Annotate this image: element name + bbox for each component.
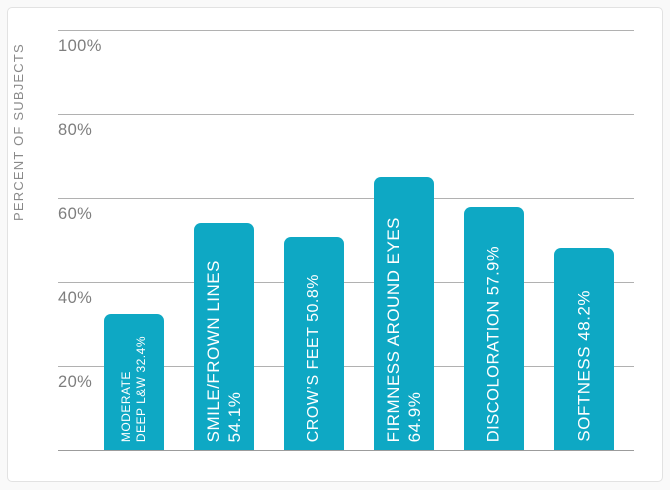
gridline-60 xyxy=(58,198,634,199)
y-tick-label-20: 20% xyxy=(58,373,93,391)
bar-firmness-around-eyes: FIRMNESS AROUND EYES 64.9% xyxy=(374,177,434,450)
bar-softness: SOFTNESS 48.2% xyxy=(554,247,614,450)
bar-crow-s-feet: CROW’S FEET 50.8% xyxy=(284,236,344,450)
y-tick-label-60: 60% xyxy=(58,205,93,223)
bar-label: SMILE/FROWN LINES 54.1% xyxy=(203,260,246,442)
bar-label-line: SOFTNESS 48.2% xyxy=(574,290,594,442)
y-tick-label-80: 80% xyxy=(58,121,93,139)
bar-discoloration: DISCOLORATION 57.9% xyxy=(464,206,524,450)
bar-label-line: 64.9% xyxy=(405,391,424,442)
bar-label-line: DEEP L&W 32.4% xyxy=(134,335,148,442)
bar-label-line: FIRMNESS AROUND EYES xyxy=(383,216,403,442)
bar-label-line: CROW’S FEET 50.8% xyxy=(305,273,322,442)
plot-area: 100% 80% 60% 40% 20% MODERATE DEEP L&W 32.4% SM… xyxy=(58,30,634,451)
bar-label: DISCOLORATION 57.9% xyxy=(484,246,505,442)
gridline-80 xyxy=(58,114,634,115)
gridline-100 xyxy=(58,30,634,31)
y-axis-title: PERCENT OF SUBJECTS xyxy=(11,43,26,221)
gridline-20 xyxy=(58,366,634,367)
bar-label: FIRMNESS AROUND EYES 64.9% xyxy=(383,217,426,442)
bar-label-line: SMILE/FROWN LINES xyxy=(203,259,223,442)
bar-label: SOFTNESS 48.2% xyxy=(573,290,594,442)
bar-label-line: MODERATE xyxy=(119,370,133,442)
x-axis-baseline xyxy=(58,450,634,451)
bar-label: MODERATE DEEP L&W 32.4% xyxy=(119,336,149,442)
bar-label: CROW’S FEET 50.8% xyxy=(304,274,324,442)
bar-label-line: 54.1% xyxy=(225,391,244,442)
bar-smile-frown-lines: SMILE/FROWN LINES 54.1% xyxy=(194,222,254,450)
bar-moderate-deep-l-w: MODERATE DEEP L&W 32.4% xyxy=(104,313,164,450)
gridline-40 xyxy=(58,282,634,283)
chart-card: PERCENT OF SUBJECTS 100% 80% 60% 40% 20% MODE… xyxy=(7,7,663,482)
y-tick-label-100: 100% xyxy=(58,37,102,55)
bar-label-line: DISCOLORATION 57.9% xyxy=(484,245,503,442)
y-tick-label-40: 40% xyxy=(58,289,93,307)
